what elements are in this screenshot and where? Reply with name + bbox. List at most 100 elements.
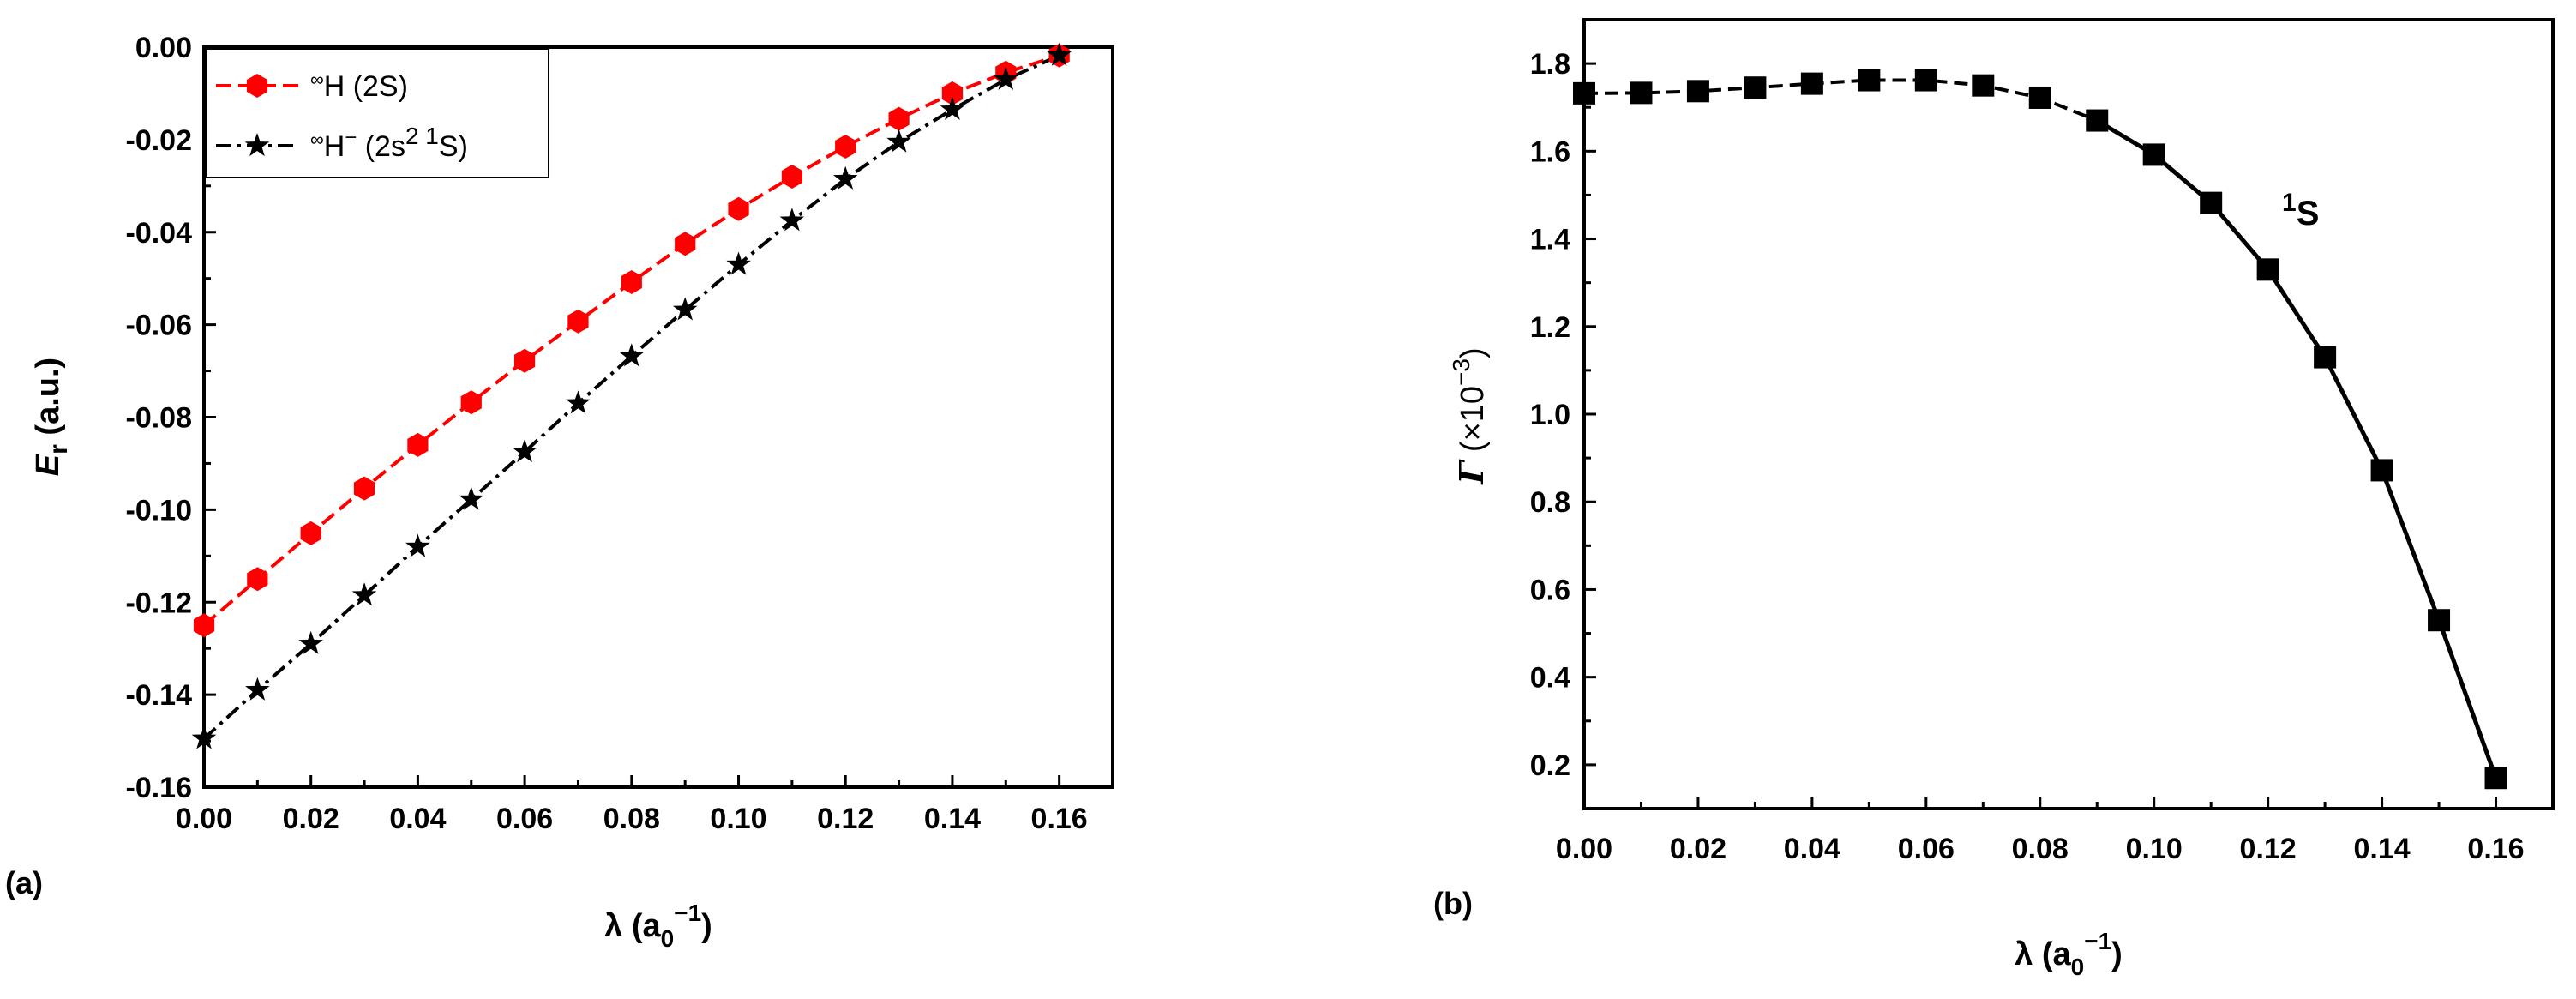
data-point-square (1686, 80, 1709, 103)
y-axis-label-b: Γ (×10−3) (1448, 347, 1491, 484)
x-axis-label-a-sub: 0 (661, 925, 675, 952)
legend-marker-hexagon (246, 74, 268, 98)
data-point-series-1 (567, 309, 589, 334)
annotation-sup: 1 (2282, 189, 2297, 217)
y-tick-label-b: 1.8 (1530, 48, 1570, 81)
x-tick-label-a: 0.16 (1031, 803, 1088, 835)
legend-label-2-sup2: 2 1 (405, 123, 439, 149)
x-tick-label-a: 0.02 (283, 803, 339, 835)
data-point-series-2 (405, 533, 430, 557)
data-point-series-1 (781, 165, 802, 189)
x-tick-label-a: 0.08 (603, 803, 660, 835)
data-point-series-1 (407, 432, 429, 457)
data-point-series-2 (833, 165, 858, 190)
y-axis-label-a-rest: (a.u.) (30, 358, 66, 444)
x-axis-label-b-close: ) (2111, 936, 2123, 972)
legend-marker-star (244, 133, 270, 157)
y-tick-label-a: -0.02 (126, 124, 193, 157)
data-point-series-1 (460, 390, 482, 415)
series-lines-b (1583, 78, 2498, 779)
legend-label-series-2: ∞H− (2s2 1S) (310, 123, 468, 163)
data-point-square (2086, 109, 2109, 132)
axis-ticks-b: 0.00 0.02 0.04 0.06 0.08 0.10 0.12 0.14 0.16 0.2 0… (1530, 48, 2525, 865)
data-point-square (1800, 72, 1823, 95)
data-point-series-2 (459, 486, 483, 510)
y-tick-label-b: 0.8 (1530, 486, 1570, 519)
x-tick-label-a: 0.14 (924, 803, 981, 835)
legend-label-2-prefix: ∞ (310, 129, 324, 150)
y-axis-label-b-close: ) (1455, 347, 1491, 358)
x-tick-label-b: 0.12 (2240, 833, 2297, 865)
series-markers-b (1573, 69, 2507, 790)
y-axis-label-a-main: E (30, 453, 66, 476)
data-point-square (2484, 767, 2507, 790)
y-tick-label-b: 0.6 (1530, 574, 1570, 606)
data-point-square (1744, 76, 1767, 99)
y-axis-label-a: Er (a.u.) (30, 358, 73, 476)
x-tick-label-a: 0.10 (710, 803, 766, 835)
data-point-square (1630, 81, 1653, 105)
data-point-series-1 (193, 613, 215, 638)
data-point-square (2314, 346, 2337, 369)
data-point-series-1 (353, 476, 375, 501)
data-point-series-2 (566, 390, 591, 414)
x-tick-label-b: 0.00 (1556, 833, 1612, 865)
legend-label-1-main: H (2S) (324, 70, 408, 103)
panel-label-b: (b) (1433, 886, 1473, 921)
x-tick-label-b: 0.16 (2467, 833, 2524, 865)
x-tick-label-b: 0.10 (2126, 833, 2183, 865)
y-tick-label-a: -0.12 (126, 587, 193, 619)
legend-box-a (205, 48, 549, 178)
panel-label-a: (a) (5, 865, 43, 900)
y-tick-label-a: -0.06 (126, 310, 193, 342)
y-tick-label-a: -0.10 (126, 494, 193, 527)
y-tick-label-b: 1.0 (1530, 399, 1570, 431)
x-axis-label-a-main: λ (a (604, 908, 661, 944)
annotation-main: S (2297, 195, 2320, 232)
data-point-series-1 (300, 521, 321, 545)
chart-panel-a: 0.00 0.02 0.04 0.06 0.08 0.10 0.12 0.14 0.16 0.00… (5, 32, 1114, 952)
data-point-series-1 (941, 81, 964, 105)
x-tick-label-a: 0.06 (496, 803, 553, 835)
x-axis-label-b-sup: −1 (2084, 928, 2111, 954)
legend-label-2-sup1: − (345, 126, 357, 149)
data-point-series-2 (298, 630, 323, 654)
data-point-square (2428, 609, 2451, 632)
data-point-square (2200, 191, 2223, 214)
y-axis-label-a-sub: r (45, 444, 73, 454)
data-point-square (1972, 74, 1995, 97)
x-tick-label-b: 0.06 (1898, 833, 1955, 865)
x-tick-label-a: 0.04 (389, 803, 446, 835)
data-point-square (1573, 81, 1595, 105)
data-point-series-2 (672, 297, 698, 321)
data-point-series-2 (351, 582, 377, 606)
data-point-series-2 (619, 343, 645, 367)
data-point-square (1914, 69, 1937, 92)
data-point-square (2142, 143, 2165, 166)
y-tick-label-b: 1.4 (1530, 224, 1570, 256)
data-point-series-2 (886, 129, 911, 153)
legend-label-2-main: H (324, 130, 345, 163)
series-line-2 (202, 53, 1060, 740)
plot-frame-b (1582, 18, 2555, 810)
data-point-series-1 (835, 135, 856, 159)
x-axis-label-b-sub: 0 (2071, 954, 2085, 980)
x-tick-label-a: 0.00 (176, 803, 232, 835)
legend-label-series-1: ∞H (2S) (310, 69, 408, 103)
data-point-series-2 (940, 96, 965, 120)
series-markers-a (191, 42, 1072, 749)
x-axis-label-b: λ (a0−1) (2015, 928, 2123, 980)
x-axis-label-a-sup: −1 (674, 900, 701, 926)
x-tick-label-b: 0.14 (2353, 833, 2410, 865)
x-tick-label-b: 0.08 (2012, 833, 2069, 865)
y-tick-label-b: 0.2 (1530, 749, 1570, 782)
data-point-series-2 (245, 677, 270, 701)
data-point-series-2 (512, 439, 537, 463)
y-tick-label-a: -0.04 (126, 217, 193, 250)
data-point-series-1 (728, 196, 749, 221)
x-tick-label-a: 0.12 (817, 803, 874, 835)
y-axis-label-b-rest: (×10 (1455, 386, 1491, 461)
data-point-series-2 (779, 208, 805, 232)
data-point-square (2028, 86, 2051, 109)
y-tick-label-b: 1.6 (1530, 135, 1570, 168)
